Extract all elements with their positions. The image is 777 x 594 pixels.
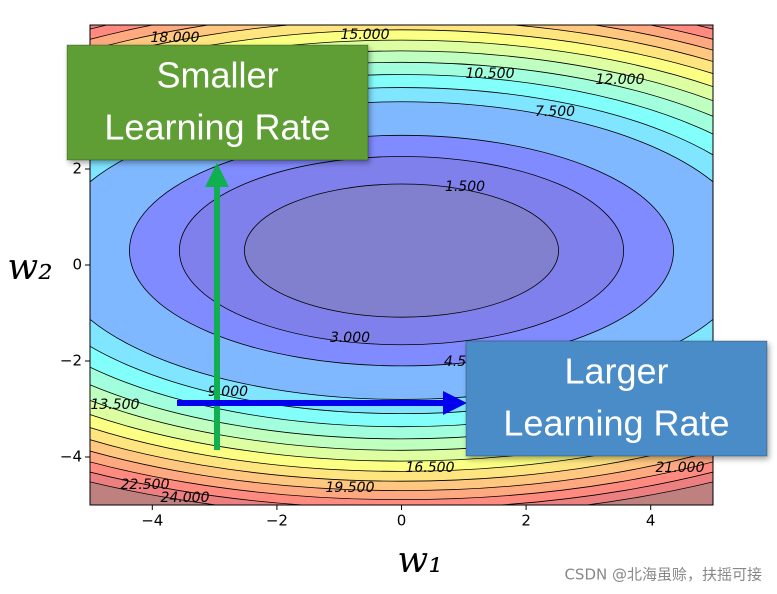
annotation-text: Learning Rate: [104, 107, 330, 148]
annotation-text: Learning Rate: [503, 403, 729, 444]
y-axis-label: w₂: [7, 247, 52, 288]
annotation-box: [465, 340, 768, 457]
contour-label: 22.500: [121, 477, 170, 493]
x-tick-label: −4: [141, 512, 163, 530]
contour-label: 24.000: [161, 490, 210, 506]
arrowhead: [443, 391, 467, 415]
y-tick-label: 0: [72, 256, 82, 274]
contour-label: 21.000: [656, 460, 705, 476]
contour-label: 4.5: [444, 354, 466, 370]
contour-line: [244, 183, 559, 318]
annotation-text: Larger: [564, 351, 668, 392]
contour-label: 7.500: [535, 104, 575, 120]
contour-label: 19.500: [326, 480, 375, 496]
contour-label: 9.000: [208, 384, 248, 400]
x-axis-label: w₁: [397, 540, 442, 581]
contour-label: 3.000: [330, 330, 370, 346]
watermark: CSDN @北海虽赊，扶摇可接: [564, 566, 762, 584]
y-tick-label: 2: [72, 160, 82, 178]
contour-label: 12.000: [596, 72, 645, 88]
arrowhead: [205, 163, 229, 187]
x-tick-label: 2: [521, 512, 531, 530]
contour-label: 15.000: [341, 27, 390, 43]
x-tick-label: −2: [266, 512, 288, 530]
y-tick-label: −2: [60, 352, 82, 370]
contour-label: 18.000: [151, 30, 200, 46]
x-tick-label: 0: [397, 512, 407, 530]
contour-label: 16.500: [406, 460, 455, 476]
x-tick-label: 4: [646, 512, 656, 530]
annotation-text: Smaller: [156, 55, 278, 96]
contour-label: 1.500: [445, 179, 485, 195]
contour-label: 10.500: [466, 66, 515, 82]
contour-label: 13.500: [91, 397, 140, 413]
y-tick-label: −4: [60, 448, 82, 466]
annotation-box: [66, 44, 369, 161]
